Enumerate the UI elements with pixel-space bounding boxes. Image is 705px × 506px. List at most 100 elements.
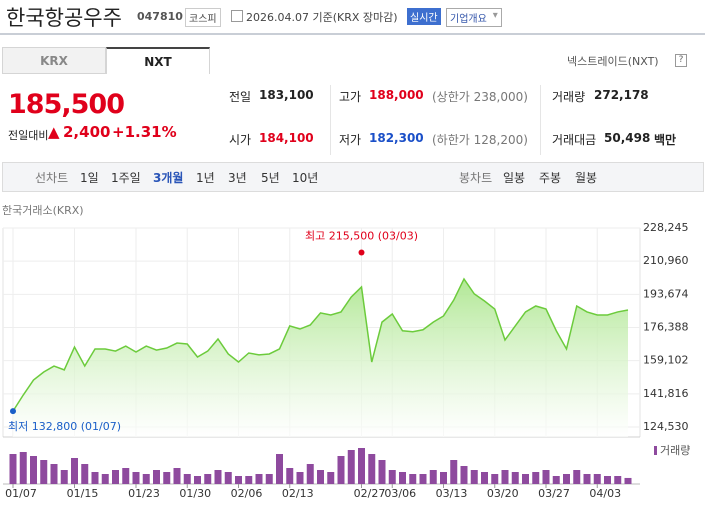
x-tick-label: 03/06 bbox=[384, 487, 416, 500]
volume-bar bbox=[347, 450, 355, 484]
volume-bar bbox=[224, 472, 232, 484]
volume-bar bbox=[153, 470, 160, 484]
volume-bar bbox=[50, 464, 58, 484]
volume-bar bbox=[60, 470, 68, 484]
y-tick-label: 193,674 bbox=[643, 287, 689, 300]
volume-bar bbox=[409, 474, 417, 484]
x-tick-label: 01/23 bbox=[128, 487, 160, 500]
stat-value: 50,498 bbox=[604, 131, 651, 145]
volume-bar bbox=[306, 464, 314, 484]
volume-bar bbox=[132, 472, 140, 484]
header-divider bbox=[0, 33, 705, 35]
volume-bar bbox=[71, 458, 78, 484]
period-tab[interactable]: 1년 bbox=[196, 171, 215, 185]
period-tab[interactable]: 1일 bbox=[80, 171, 99, 185]
stock-code: 047810 bbox=[137, 10, 183, 23]
stat-label: 시가 bbox=[229, 133, 252, 147]
volume-legend-icon bbox=[654, 446, 657, 455]
volume-bar bbox=[491, 474, 499, 484]
market-tab[interactable]: KRX bbox=[2, 47, 106, 74]
period-tab[interactable]: 10년 bbox=[292, 171, 319, 185]
annotation-dot bbox=[10, 408, 16, 415]
x-tick-label: 03/20 bbox=[487, 487, 519, 500]
stat-label: 거래량 bbox=[552, 90, 586, 104]
calendar-icon bbox=[231, 10, 243, 22]
volume-bar bbox=[245, 476, 253, 484]
volume-bar bbox=[337, 456, 345, 484]
candle-tab[interactable]: 일봉 bbox=[503, 171, 526, 185]
dropdown-arrow: ▾ bbox=[492, 10, 498, 21]
volume-bar bbox=[40, 460, 48, 484]
volume-bar bbox=[429, 470, 437, 484]
x-tick-label: 04/03 bbox=[589, 487, 621, 500]
stat-value: 188,000 bbox=[369, 88, 424, 102]
candle-tab[interactable]: 주봉 bbox=[539, 171, 562, 185]
volume-bar bbox=[614, 476, 622, 484]
date: 2026.04.07 기준(KRX 장마감) bbox=[246, 11, 398, 24]
stat-label: 고가 bbox=[339, 90, 362, 104]
annotation-dot bbox=[358, 249, 365, 256]
period-tab[interactable]: 1주일 bbox=[111, 171, 141, 185]
volume-bar bbox=[604, 476, 611, 484]
nxt-link[interactable]: 넥스트레이드(NXT) bbox=[567, 55, 659, 68]
market-tab[interactable]: NXT bbox=[106, 47, 210, 74]
annotation-label: 최저 132,800 (01/07) bbox=[8, 420, 121, 433]
x-tick-label: 02/06 bbox=[231, 487, 263, 500]
candle-chart-label: 봉차트 bbox=[459, 171, 493, 185]
stat-label: 저가 bbox=[339, 133, 362, 147]
volume-bar bbox=[296, 472, 304, 484]
stat-note: 백만 bbox=[654, 133, 677, 147]
volume-bar bbox=[440, 472, 447, 484]
chart-tab-bar bbox=[2, 162, 704, 192]
volume-bar bbox=[511, 472, 519, 484]
volume-bar bbox=[183, 474, 191, 484]
x-tick-label: 01/15 bbox=[67, 487, 99, 500]
y-tick-label: 159,102 bbox=[643, 354, 689, 367]
volume-bar bbox=[214, 470, 222, 484]
y-tick-label: 141,816 bbox=[643, 387, 689, 400]
volume-bar bbox=[419, 474, 427, 484]
y-tick-label: 228,245 bbox=[643, 221, 689, 234]
volume-bar bbox=[532, 472, 540, 484]
volume-legend: 거래량 bbox=[660, 444, 690, 457]
volume-bar bbox=[542, 470, 550, 484]
current-price: 185,500 bbox=[8, 89, 125, 120]
price-area bbox=[13, 278, 628, 437]
volume-bar bbox=[552, 476, 560, 484]
annotation-label: 최고 215,500 (03/03) bbox=[305, 229, 418, 242]
company-button[interactable]: 기업개요 ▾ bbox=[446, 8, 502, 27]
x-tick-label: 01/30 bbox=[179, 487, 211, 500]
stat-label: 전일 bbox=[229, 90, 252, 104]
stock-name: 한국항공우주 bbox=[6, 6, 122, 30]
volume-bar bbox=[481, 472, 488, 484]
period-tab[interactable]: 3개월 bbox=[153, 171, 184, 185]
change-label: 전일대비 bbox=[8, 129, 49, 142]
stat-divider bbox=[330, 85, 331, 155]
volume-bar bbox=[563, 474, 570, 484]
candle-tab[interactable]: 월봉 bbox=[575, 171, 598, 185]
stat-note: (상한가 238,000) bbox=[432, 90, 528, 104]
volume-bar bbox=[388, 470, 396, 484]
y-tick-label: 210,960 bbox=[643, 254, 689, 267]
x-tick-label: 01/07 bbox=[5, 487, 37, 500]
volume-bar bbox=[204, 474, 212, 484]
source-label: 한국거래소(KRX) bbox=[2, 204, 84, 217]
company-button-label: 기업개요 bbox=[450, 14, 487, 25]
volume-bar bbox=[450, 460, 458, 484]
volume-bar bbox=[399, 472, 406, 484]
volume-bar bbox=[9, 454, 17, 484]
volume-bar bbox=[19, 452, 27, 484]
volume-bar bbox=[501, 470, 509, 484]
volume-bar bbox=[163, 472, 171, 484]
volume-bar bbox=[624, 477, 632, 484]
volume-bar bbox=[573, 470, 581, 484]
stat-value: 182,300 bbox=[369, 131, 424, 145]
period-tab[interactable]: 5년 bbox=[261, 171, 280, 185]
change-pct: +1.31% bbox=[112, 123, 177, 141]
x-tick-label: 02/27 bbox=[354, 487, 386, 500]
volume-bar bbox=[327, 472, 335, 484]
period-tab[interactable]: 3년 bbox=[228, 171, 247, 185]
help-icon[interactable]: ? bbox=[675, 54, 687, 67]
volume-bar bbox=[276, 454, 283, 484]
